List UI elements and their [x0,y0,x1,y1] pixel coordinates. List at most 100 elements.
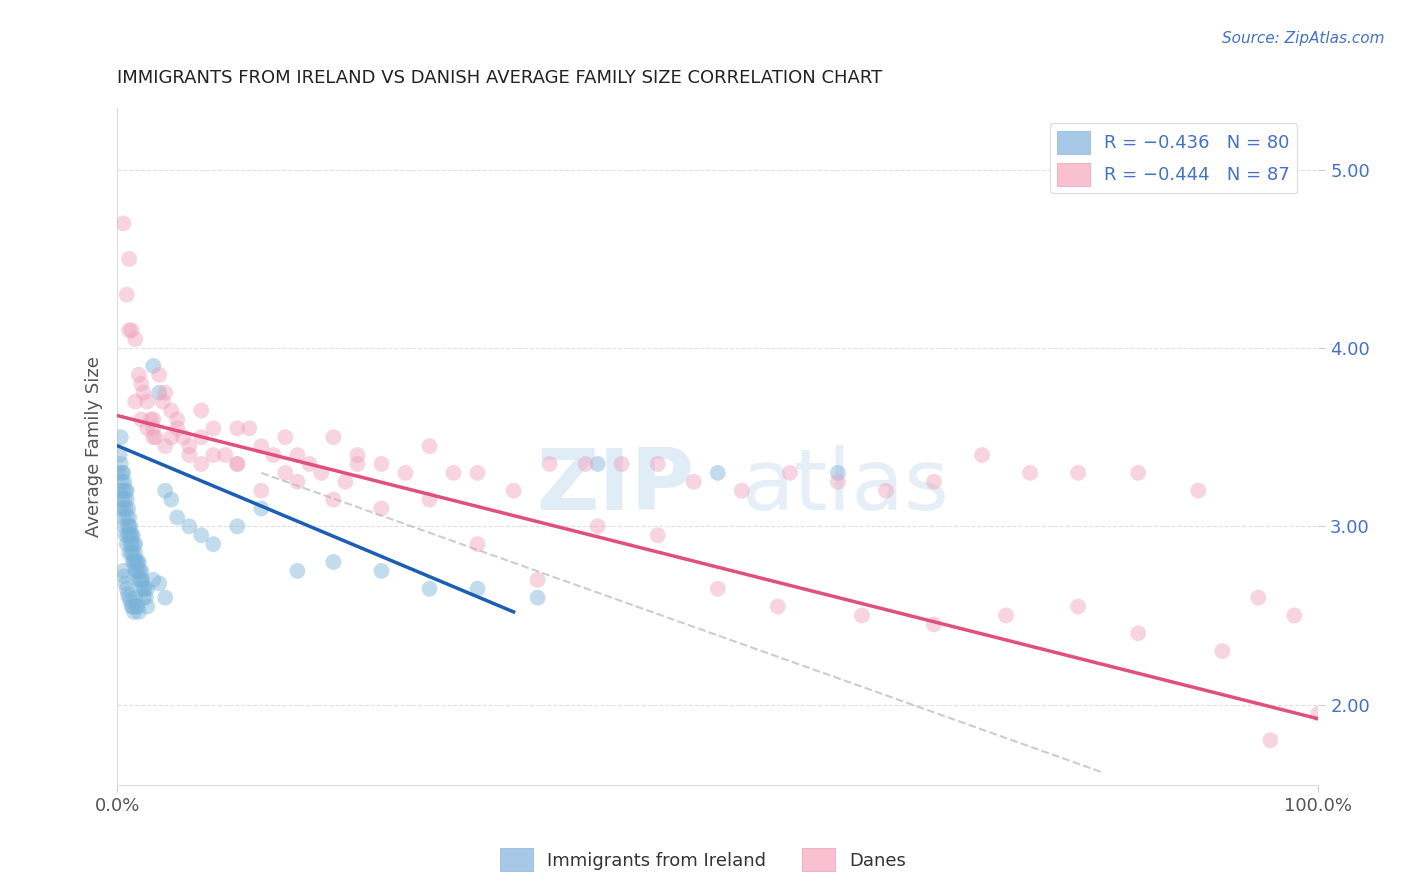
Point [132,591,155,605]
Point [274,466,297,480]
Point [152,394,174,409]
Point [128,573,150,587]
Point [120,537,142,551]
Point [125,555,148,569]
Point [121,599,143,614]
Point [112,501,135,516]
Point [112,519,135,533]
Point [117,528,139,542]
Point [129,564,152,578]
Point [136,394,159,409]
Point [135,591,157,605]
Point [108,448,131,462]
Point [118,252,141,266]
Point [922,475,945,489]
Point [124,555,146,569]
Point [124,591,146,605]
Point [122,555,145,569]
Point [132,582,155,596]
Point [111,492,134,507]
Point [467,582,489,596]
Point [526,573,548,587]
Point [110,430,132,444]
Point [467,537,489,551]
Point [190,430,212,444]
Point [214,448,236,462]
Point [115,537,138,551]
Point [250,483,273,498]
Point [136,582,159,596]
Point [124,332,146,346]
Point [132,385,155,400]
Point [134,582,156,596]
Point [142,573,165,587]
Point [110,501,132,516]
Point [118,323,141,337]
Point [107,466,129,480]
Point [129,412,152,426]
Point [155,483,177,498]
Text: IMMIGRANTS FROM IRELAND VS DANISH AVERAGE FAMILY SIZE CORRELATION CHART: IMMIGRANTS FROM IRELAND VS DANISH AVERAG… [117,69,883,87]
Point [115,287,138,301]
Point [125,599,148,614]
Point [121,546,143,560]
Point [707,582,730,596]
Point [129,582,152,596]
Point [110,457,132,471]
Point [827,466,849,480]
Point [238,421,260,435]
Point [166,421,188,435]
Point [118,510,141,524]
Point [121,599,143,614]
Point [1284,608,1306,623]
Point [111,466,134,480]
Point [122,537,145,551]
Point [112,475,135,489]
Point [115,483,138,498]
Point [112,564,135,578]
Point [142,430,165,444]
Point [120,519,142,533]
Point [121,528,143,542]
Point [160,430,183,444]
Point [114,501,136,516]
Point [115,492,138,507]
Point [118,528,141,542]
Point [610,457,633,471]
Point [124,564,146,578]
Point [586,519,609,533]
Point [226,519,249,533]
Point [118,546,141,560]
Point [202,537,225,551]
Point [827,475,849,489]
Point [346,448,368,462]
Point [112,466,135,480]
Point [922,617,945,632]
Point [148,385,170,400]
Point [311,466,333,480]
Point [226,421,249,435]
Point [129,376,152,391]
Point [142,421,165,435]
Text: Source: ZipAtlas.com: Source: ZipAtlas.com [1222,31,1385,46]
Point [121,555,143,569]
Point [1019,466,1042,480]
Point [1247,591,1270,605]
Point [526,591,548,605]
Point [995,608,1018,623]
Point [128,368,150,382]
Point [1128,626,1150,640]
Point [1258,733,1281,747]
Text: atlas: atlas [742,445,950,528]
Point [121,528,143,542]
Point [467,466,489,480]
Point [145,430,167,444]
Point [115,582,138,596]
Point [647,528,669,542]
Point [370,564,392,578]
Point [370,501,392,516]
Point [179,448,201,462]
Point [129,564,152,578]
Point [190,457,212,471]
Point [117,519,139,533]
